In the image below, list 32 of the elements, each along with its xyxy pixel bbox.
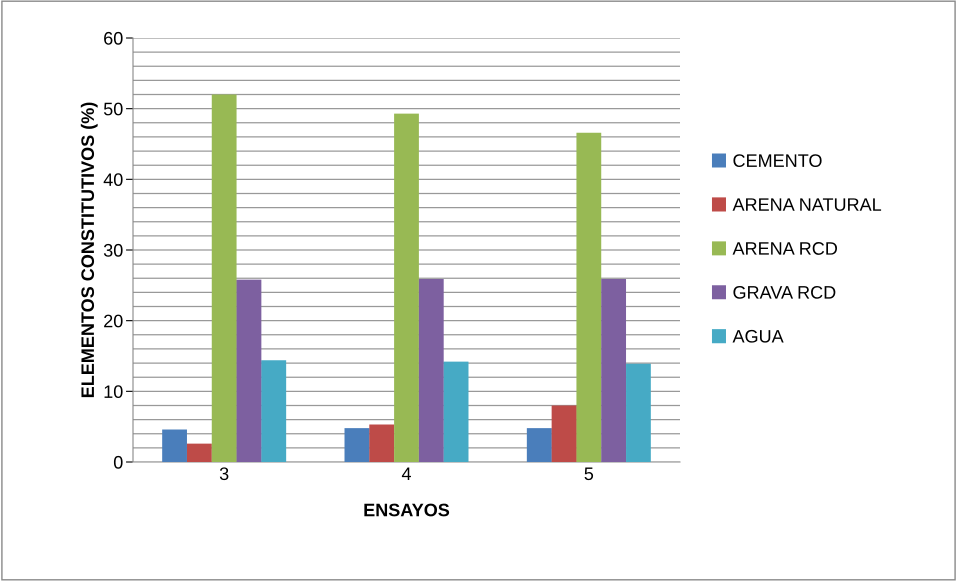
y-tick-label: 40 bbox=[104, 173, 123, 186]
bar bbox=[212, 94, 237, 462]
bar bbox=[626, 364, 651, 462]
y-tick-label: 30 bbox=[104, 244, 123, 257]
bar bbox=[162, 429, 187, 462]
bar bbox=[186, 444, 212, 462]
y-tick-label: 0 bbox=[114, 456, 123, 469]
bar bbox=[552, 405, 576, 462]
bar bbox=[261, 360, 286, 462]
legend-label: ARENA NATURAL bbox=[732, 198, 882, 211]
legend-label: CEMENTO bbox=[733, 154, 822, 168]
bar bbox=[526, 428, 552, 462]
x-axis-title: ENSAYOS bbox=[364, 504, 450, 516]
bar bbox=[344, 428, 370, 462]
bar bbox=[418, 278, 444, 462]
y-tick-label: 10 bbox=[104, 385, 123, 398]
legend-label: ARENA RCD bbox=[732, 242, 838, 255]
legend-label: AGUA bbox=[732, 330, 784, 343]
y-axis-title: ELEMENTOS CONSTITUTIVOS (%) bbox=[80, 102, 98, 398]
bar bbox=[444, 362, 468, 462]
x-tick-label: 4 bbox=[402, 468, 411, 480]
bar bbox=[576, 132, 602, 462]
y-tick-label: 60 bbox=[104, 32, 123, 45]
y-tick-label: 20 bbox=[104, 314, 123, 328]
x-tick-label: 3 bbox=[220, 467, 228, 480]
bar bbox=[369, 424, 394, 462]
y-tick-label: 50 bbox=[104, 102, 123, 116]
legend-label: GRAVA RCD bbox=[733, 286, 836, 299]
x-tick-label: 5 bbox=[584, 468, 594, 480]
bar bbox=[236, 280, 262, 462]
bar bbox=[601, 278, 626, 462]
bar bbox=[394, 114, 419, 462]
